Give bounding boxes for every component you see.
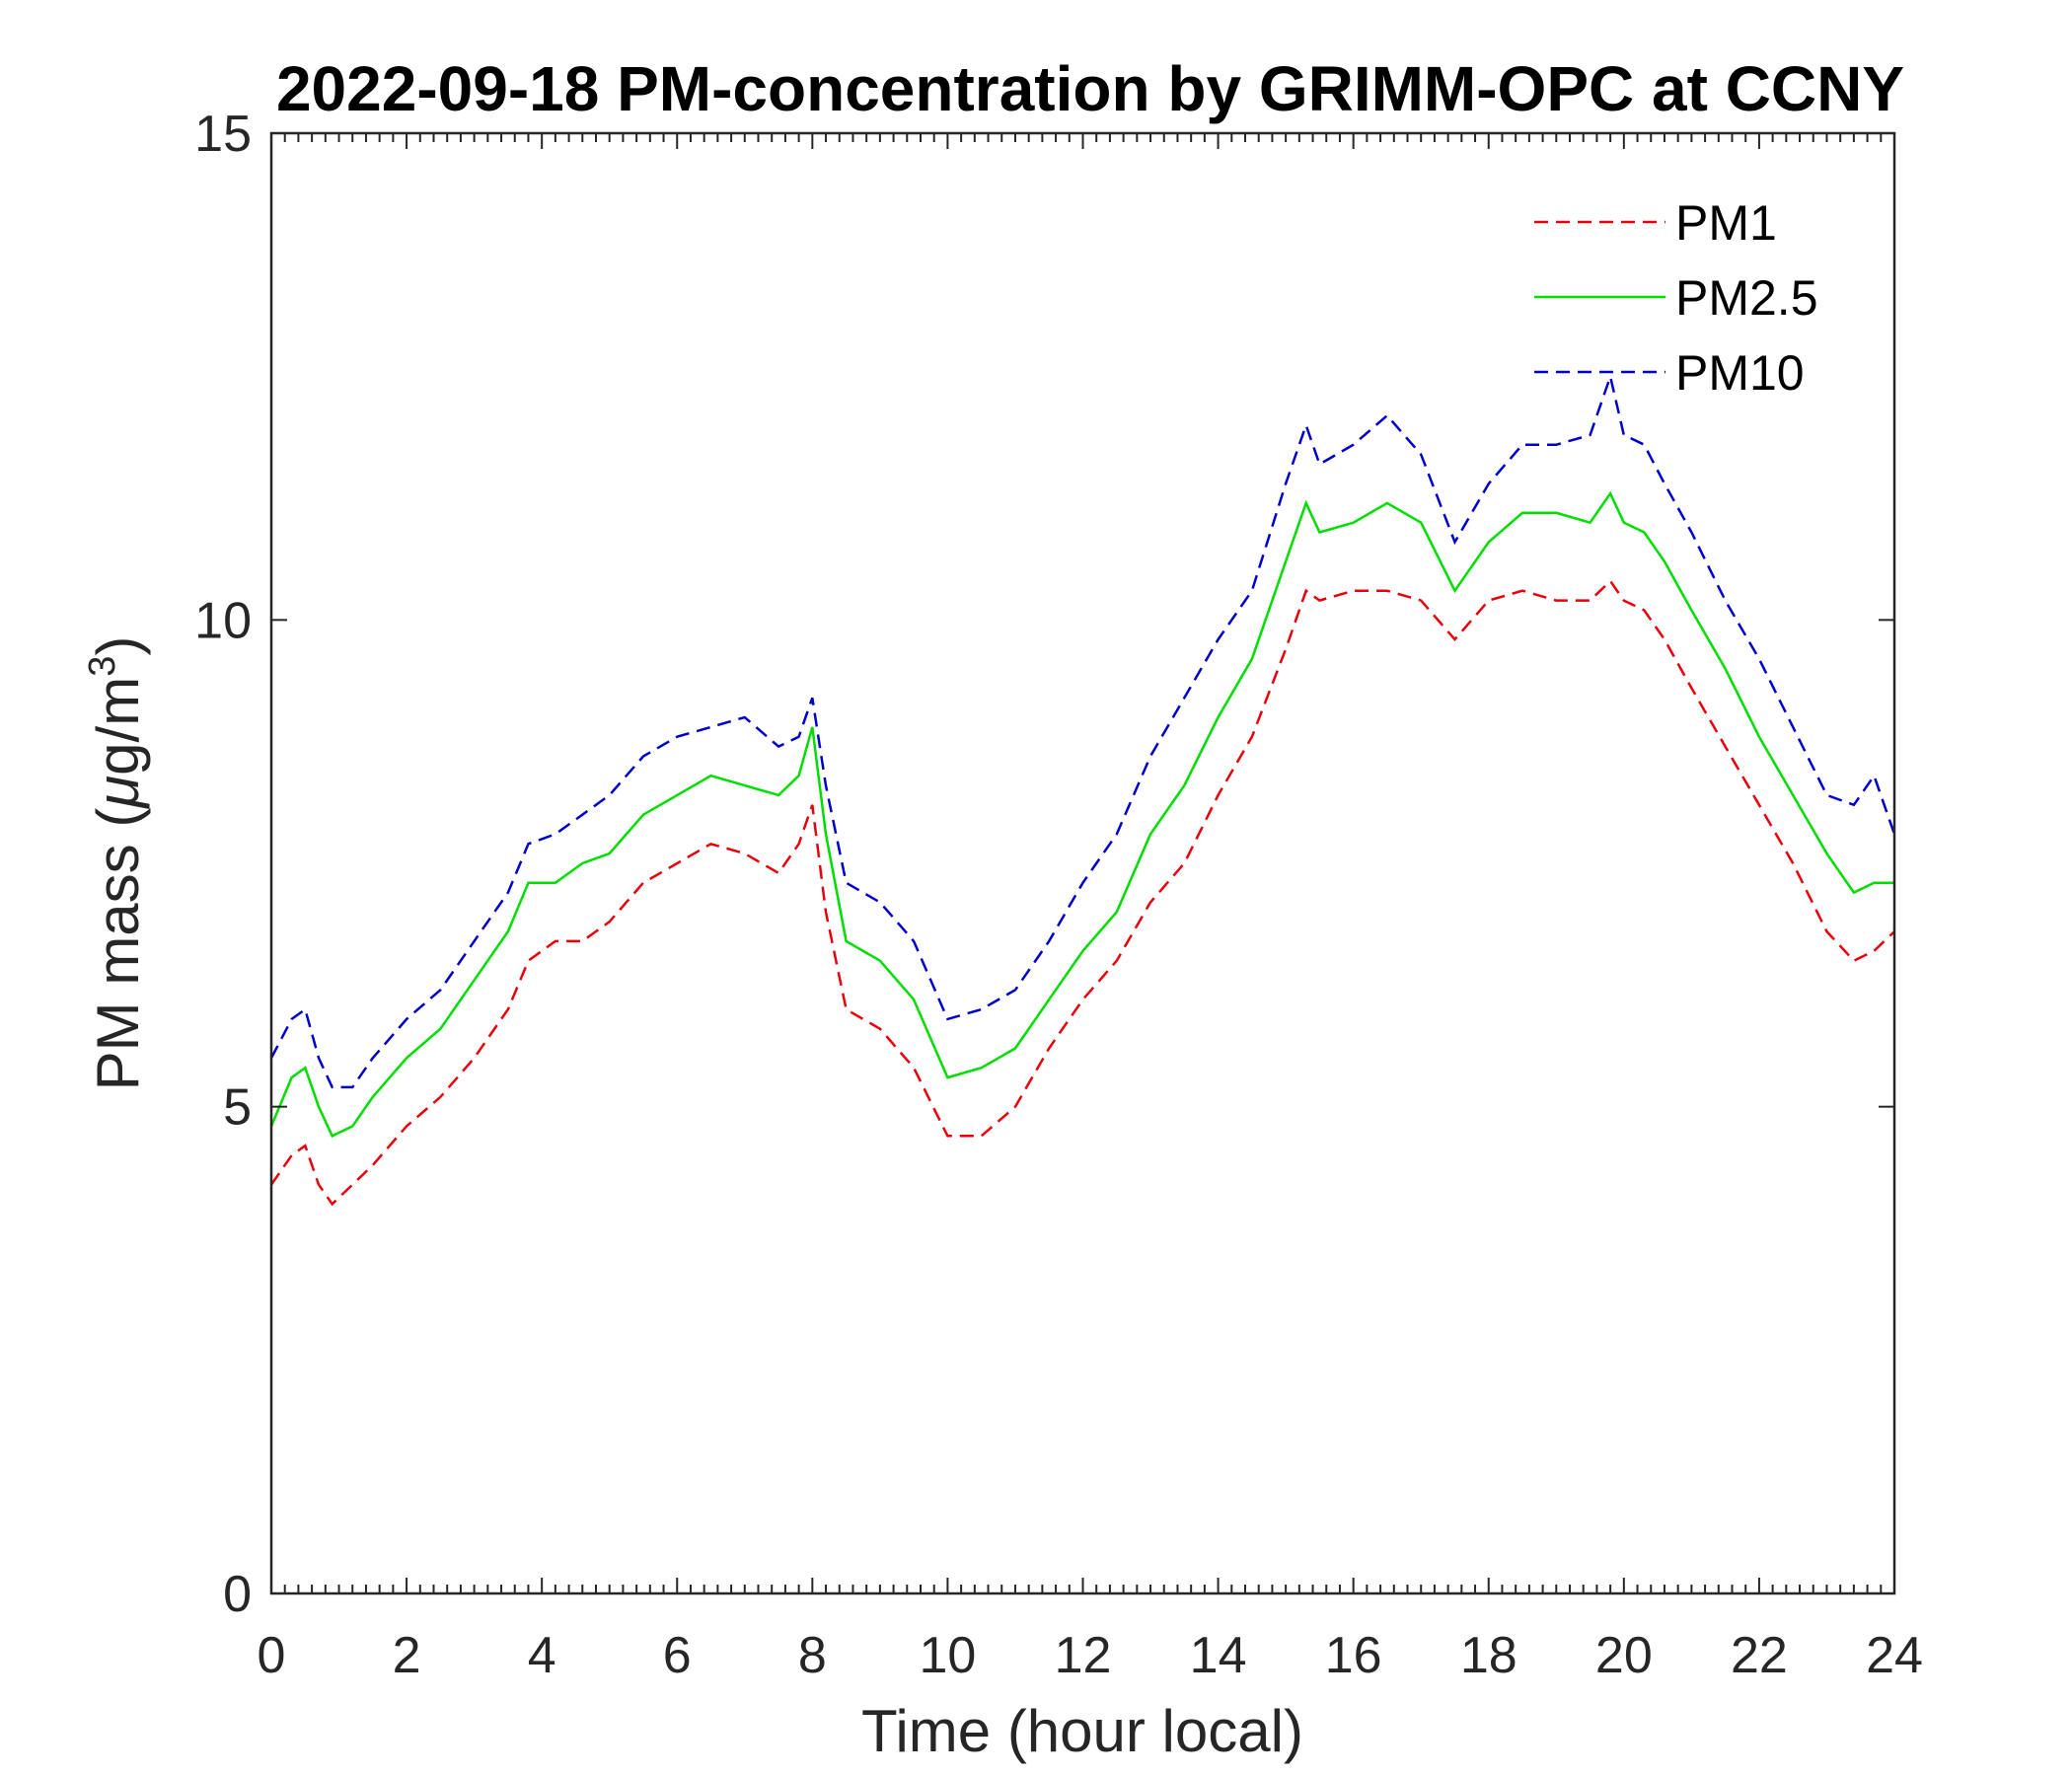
series-line-pm2-5: [269, 490, 1894, 1138]
y-axis: 0 5 10 15: [194, 106, 1894, 1623]
legend-label: PM2.5: [1675, 270, 1818, 326]
series-layer: [269, 372, 1896, 1207]
y-tick-label: 0: [223, 1566, 252, 1623]
y-tick-label: 15: [194, 106, 252, 163]
x-tick-label: 0: [258, 1627, 286, 1684]
x-tick-label: 4: [528, 1627, 556, 1684]
y-axis-label-unit: g/m: [85, 677, 151, 776]
x-tick-label: 10: [919, 1627, 976, 1684]
legend-label: PM10: [1675, 345, 1805, 401]
x-tick-label: 24: [1866, 1627, 1923, 1684]
y-axis-label-close: ): [85, 636, 151, 656]
legend: PM1 PM2.5 PM10: [1534, 195, 1818, 401]
x-tick-label: 12: [1055, 1627, 1112, 1684]
legend-label: PM1: [1675, 195, 1777, 251]
y-axis-label-mu: μ: [85, 776, 151, 810]
y-axis-label: PM mass (μg/m3): [82, 636, 151, 1091]
x-tick-label: 20: [1595, 1627, 1653, 1684]
x-tick-label: 6: [663, 1627, 692, 1684]
x-tick-label: 18: [1460, 1627, 1517, 1684]
plot-frame: [269, 131, 1896, 1595]
chart-title: 2022-09-18 PM-concentration by GRIMM-OPC…: [276, 53, 1904, 124]
x-axis-label: Time (hour local): [861, 1698, 1303, 1764]
series-line-pm10: [269, 372, 1896, 1089]
series-line-pm1: [269, 578, 1895, 1207]
x-tick-label: 16: [1325, 1627, 1382, 1684]
x-tick-label: 22: [1731, 1627, 1788, 1684]
y-axis-label-superscript: 3: [82, 656, 123, 677]
x-tick-label: 2: [393, 1627, 421, 1684]
y-tick-label: 10: [194, 592, 252, 649]
x-tick-label: 8: [798, 1627, 827, 1684]
y-axis-label-main: PM mass (: [85, 808, 151, 1091]
y-tick-label: 5: [223, 1079, 252, 1137]
x-tick-label: 14: [1190, 1627, 1247, 1684]
x-axis: 0 2 4 6 8 10 12 14 16 18 20 22 24: [258, 133, 1923, 1684]
